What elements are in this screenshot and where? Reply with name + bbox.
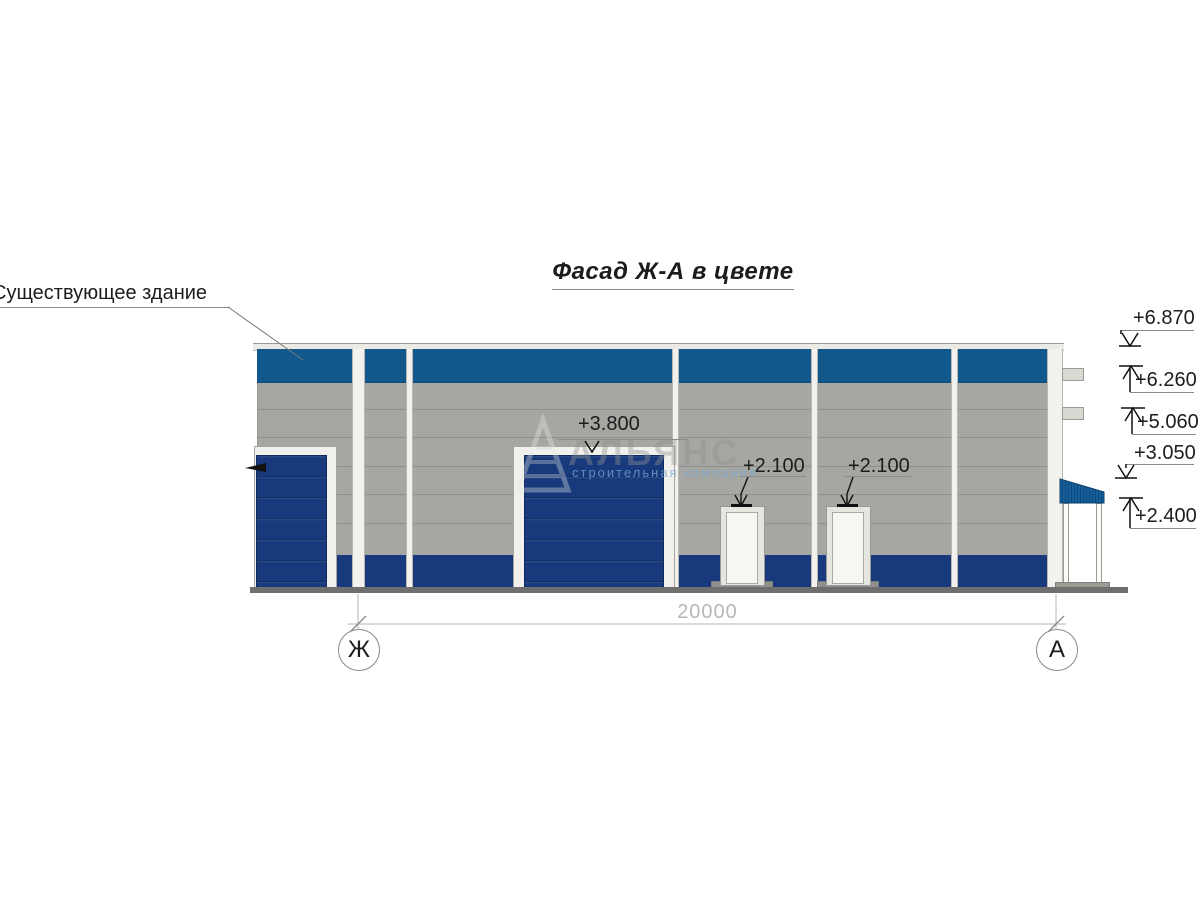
- elevation-label: +6.870: [1133, 307, 1195, 329]
- center-garage-door: [524, 455, 664, 588]
- elevation-label: +6.260: [1135, 369, 1197, 391]
- level-shelf-line: [740, 476, 806, 477]
- pilaster: [406, 349, 413, 588]
- level-shelf-line: [1132, 434, 1196, 435]
- level-shelf-line: [1130, 528, 1196, 529]
- level-shelf-line: [1121, 330, 1194, 331]
- ground-line: [250, 587, 1128, 593]
- dimension-value: 20000: [677, 601, 738, 623]
- axis-label-zh: Ж: [347, 636, 371, 663]
- elevation-label: +2.400: [1135, 505, 1197, 527]
- pilaster: [951, 349, 958, 588]
- axis-bubble-zh: Ж: [338, 629, 380, 671]
- pilaster: [811, 349, 818, 588]
- elevation-label: +5.060: [1137, 411, 1199, 433]
- entry-door-level-label-1: +2.100: [743, 455, 805, 477]
- axis-label-a: А: [1048, 636, 1065, 663]
- panel-joint: [257, 437, 1047, 438]
- garage-door-level-label: +3.800: [578, 413, 640, 435]
- canopy-post: [1063, 503, 1069, 586]
- corner-pilaster: [1047, 349, 1063, 588]
- canopy-post: [1096, 503, 1102, 586]
- pilaster: [352, 349, 365, 588]
- elevation-mark-down-icon: [1115, 464, 1137, 480]
- entry-door-level-label-2: +2.100: [848, 455, 910, 477]
- level-shelf-line: [845, 476, 911, 477]
- elevation-mark-down-icon: [1119, 330, 1141, 348]
- canopy-roof: [1059, 478, 1105, 504]
- beam-end: [1062, 368, 1084, 381]
- existing-building-label: Существующее здание: [0, 282, 230, 308]
- level-shelf-line: [1130, 392, 1194, 393]
- axis-bubble-a: А: [1036, 629, 1078, 671]
- watermark-subtitle: строительная компания: [572, 465, 758, 480]
- level-shelf-line: [558, 439, 688, 440]
- drawing-title: Фасад Ж-А в цвете: [552, 258, 794, 290]
- left-garage-door: [256, 455, 327, 588]
- panel-joint: [257, 409, 1047, 410]
- top-blue-band: [257, 349, 1047, 383]
- entry-door-2-panel: [832, 512, 864, 584]
- entry-door-1-panel: [726, 512, 758, 584]
- beam-end: [1062, 407, 1084, 420]
- elevation-label: +3.050: [1134, 442, 1196, 464]
- level-shelf-line: [1126, 464, 1194, 465]
